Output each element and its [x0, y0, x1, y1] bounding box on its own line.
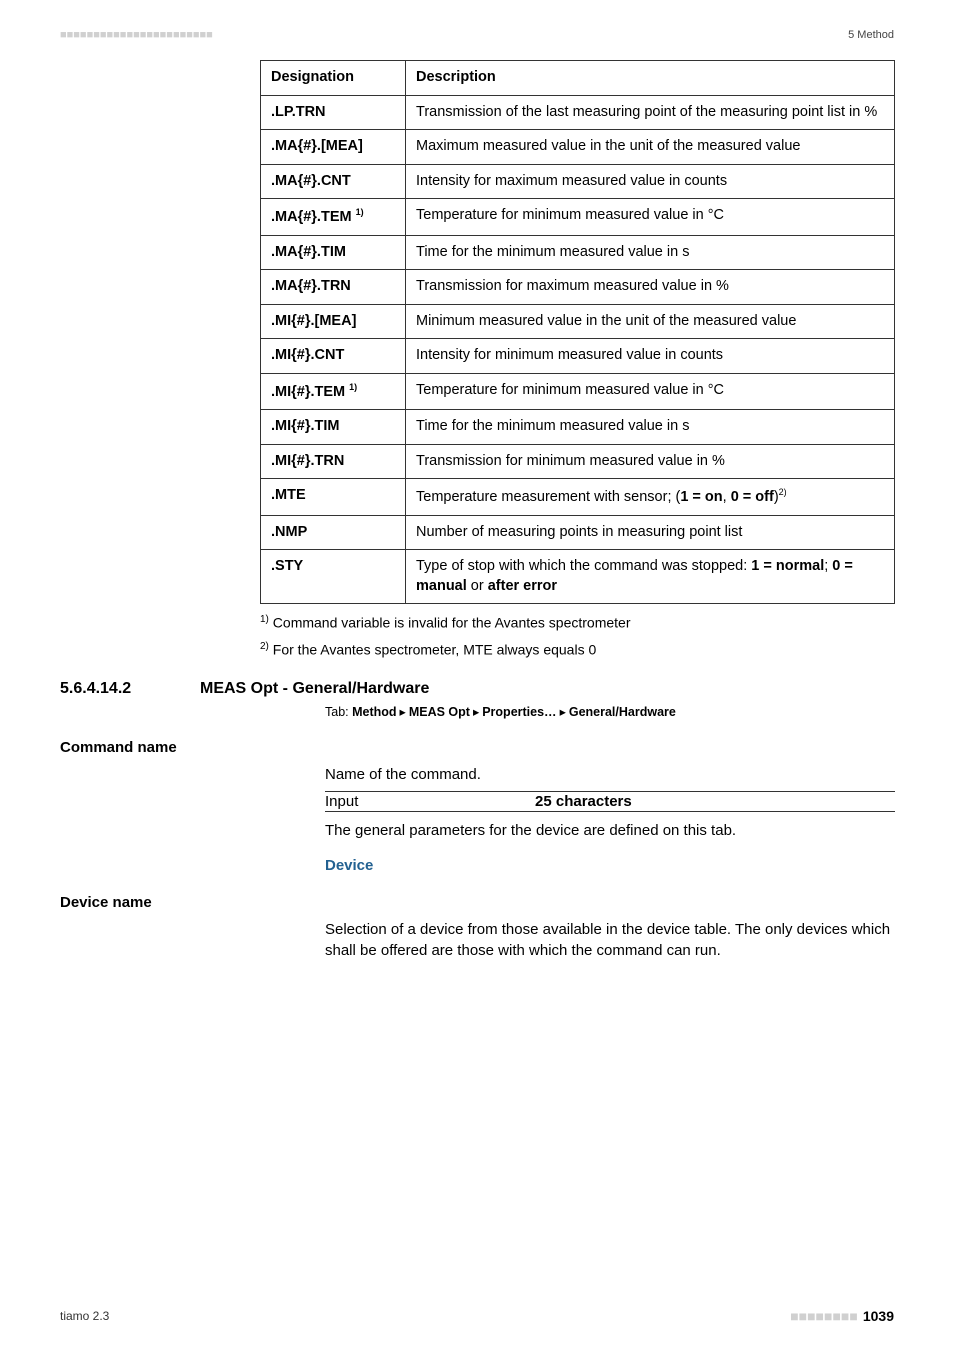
col-header-description: Description [406, 61, 895, 96]
designation-cell: .MI{#}.[MEA] [261, 304, 406, 339]
footnote-text: For the Avantes spectrometer, MTE always… [269, 642, 596, 658]
description-cell: Temperature for minimum measured value i… [406, 199, 895, 235]
header-section: 5 Method [848, 29, 894, 41]
table-row: .MI{#}.TRNTransmission for minimum measu… [261, 444, 895, 479]
input-value: 25 characters [535, 793, 632, 810]
footnote-sup: 1) [260, 614, 269, 625]
section-title: MEAS Opt - General/Hardware [200, 680, 429, 698]
table-row: .MA{#}.TIMTime for the minimum measured … [261, 235, 895, 270]
description-cell: Number of measuring points in measuring … [406, 515, 895, 550]
table-row: .STYType of stop with which the command … [261, 550, 895, 604]
designation-cell: .MI{#}.TRN [261, 444, 406, 479]
table-row: .MI{#}.CNTIntensity for minimum measured… [261, 339, 895, 374]
table-row: .MI{#}.[MEA]Minimum measured value in th… [261, 304, 895, 339]
footnote-text: Command variable is invalid for the Avan… [269, 615, 631, 631]
device-name-label: Device name [60, 894, 894, 911]
designation-table: Designation Description .LP.TRNTransmiss… [260, 60, 895, 604]
tab-part: MEAS Opt [409, 705, 470, 719]
description-cell: Maximum measured value in the unit of th… [406, 130, 895, 165]
description-cell: Type of stop with which the command was … [406, 550, 895, 604]
footer-dots: ■■■■■■■■ [790, 1308, 858, 1324]
table-row: .MI{#}.TIMTime for the minimum measured … [261, 410, 895, 445]
designation-sup: 1) [349, 382, 357, 392]
description-cell: Transmission of the last measuring point… [406, 95, 895, 130]
table-row: .NMPNumber of measuring points in measur… [261, 515, 895, 550]
designation-cell: .MA{#}.CNT [261, 164, 406, 199]
description-cell: Minimum measured value in the unit of th… [406, 304, 895, 339]
input-row: Input 25 characters [325, 791, 895, 812]
description-cell: Temperature for minimum measured value i… [406, 373, 895, 409]
designation-cell: .NMP [261, 515, 406, 550]
command-name-followup: The general parameters for the device ar… [325, 820, 894, 841]
description-cell: Intensity for maximum measured value in … [406, 164, 895, 199]
designation-cell: .MA{#}.TRN [261, 270, 406, 305]
command-name-body: Name of the command. [325, 764, 894, 785]
table-row: .MA{#}.CNTIntensity for maximum measured… [261, 164, 895, 199]
section-number: 5.6.4.14.2 [60, 680, 200, 698]
tab-part: Properties… [482, 705, 556, 719]
footnote: 2) For the Avantes spectrometer, MTE alw… [260, 641, 894, 658]
tab-part: Method [352, 705, 396, 719]
header-dots-left: ■■■■■■■■■■■■■■■■■■■■■■■ [60, 29, 213, 41]
tab-part: General/Hardware [569, 705, 676, 719]
command-name-label: Command name [60, 739, 894, 756]
description-cell: Temperature measurement with sensor; (1 … [406, 479, 895, 515]
designation-cell: .MA{#}.TIM [261, 235, 406, 270]
designation-cell: .MA{#}.TEM 1) [261, 199, 406, 235]
description-cell: Transmission for maximum measured value … [406, 270, 895, 305]
device-name-body: Selection of a device from those availab… [325, 919, 894, 961]
footer-left: tiamo 2.3 [60, 1309, 109, 1323]
designation-cell: .MA{#}.[MEA] [261, 130, 406, 165]
designation-cell: .LP.TRN [261, 95, 406, 130]
footnote: 1) Command variable is invalid for the A… [260, 614, 894, 631]
description-cell: Time for the minimum measured value in s [406, 235, 895, 270]
designation-cell: .MI{#}.TEM 1) [261, 373, 406, 409]
tab-breadcrumb: Tab: Method▸MEAS Opt▸Properties…▸General… [325, 704, 894, 719]
chevron-right-icon: ▸ [560, 705, 566, 719]
chevron-right-icon: ▸ [400, 705, 406, 719]
input-label: Input [325, 793, 535, 810]
table-row: .MTETemperature measurement with sensor;… [261, 479, 895, 515]
designation-sup: 1) [356, 207, 364, 217]
table-row: .MA{#}.[MEA]Maximum measured value in th… [261, 130, 895, 165]
col-header-designation: Designation [261, 61, 406, 96]
footnote-sup: 2) [260, 641, 269, 652]
description-cell: Intensity for minimum measured value in … [406, 339, 895, 374]
table-row: .MA{#}.TEM 1)Temperature for minimum mea… [261, 199, 895, 235]
tab-prefix: Tab: [325, 705, 352, 719]
description-cell: Time for the minimum measured value in s [406, 410, 895, 445]
designation-cell: .MI{#}.TIM [261, 410, 406, 445]
designation-cell: .MI{#}.CNT [261, 339, 406, 374]
footer-page: 1039 [863, 1308, 894, 1324]
designation-cell: .STY [261, 550, 406, 604]
device-subhead: Device [325, 857, 894, 874]
designation-cell: .MTE [261, 479, 406, 515]
table-row: .MI{#}.TEM 1)Temperature for minimum mea… [261, 373, 895, 409]
description-cell: Transmission for minimum measured value … [406, 444, 895, 479]
chevron-right-icon: ▸ [473, 705, 479, 719]
table-row: .LP.TRNTransmission of the last measurin… [261, 95, 895, 130]
table-row: .MA{#}.TRNTransmission for maximum measu… [261, 270, 895, 305]
